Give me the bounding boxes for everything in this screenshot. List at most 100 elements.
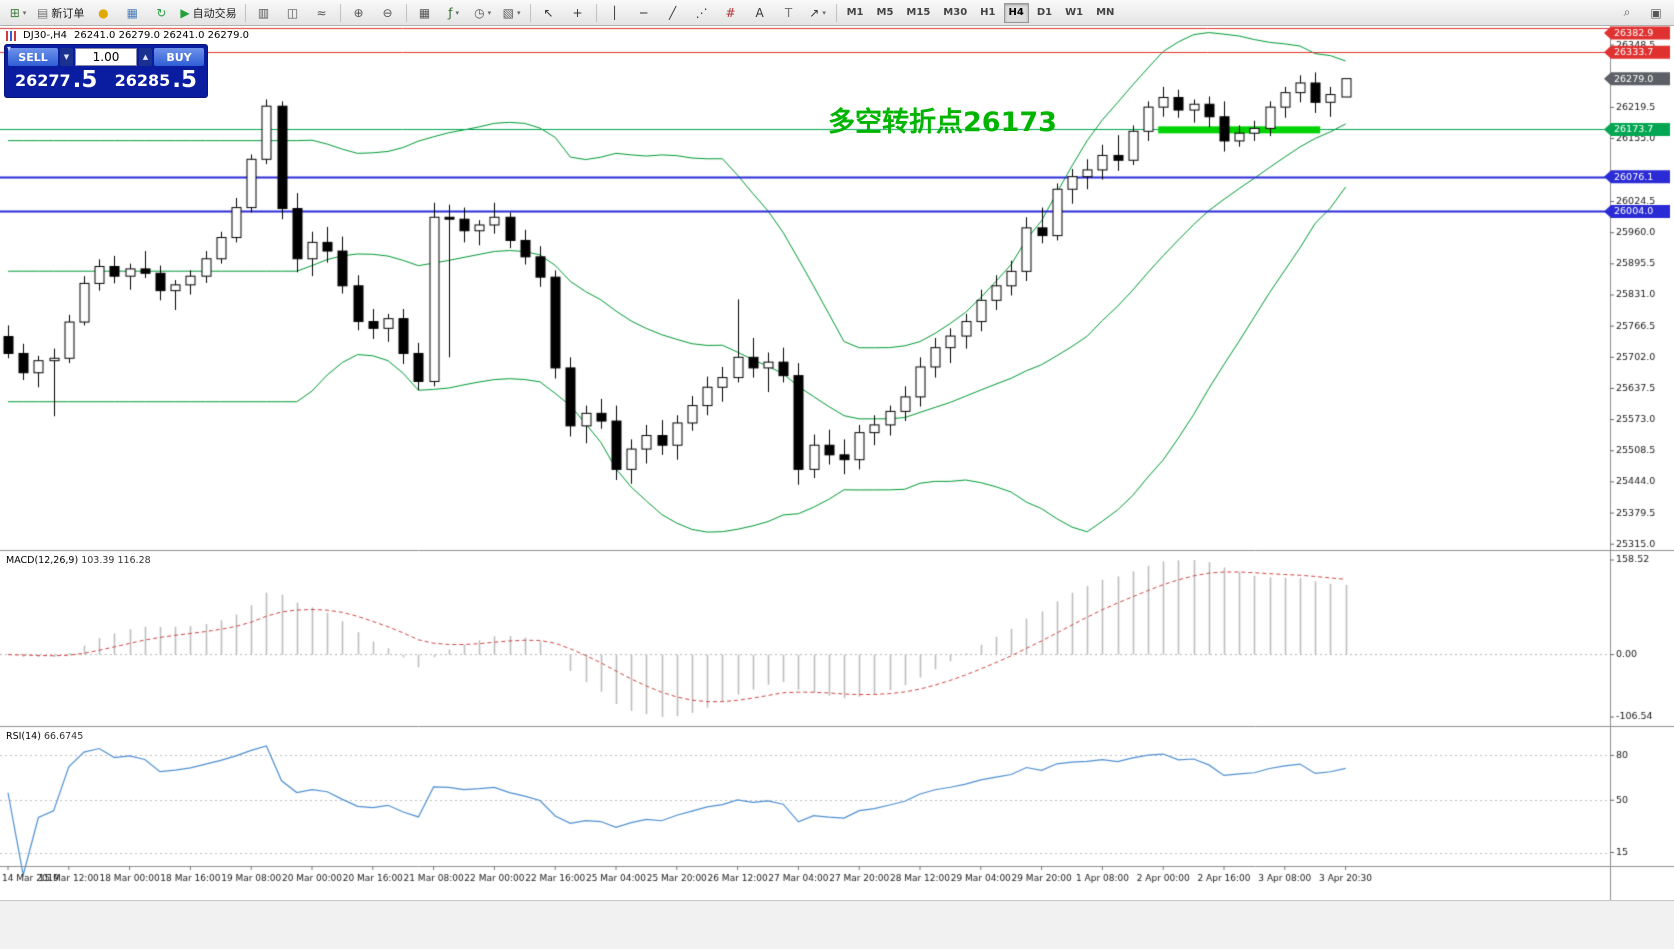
arrows-button[interactable]: ↗ ▾ bbox=[804, 2, 832, 24]
crosshair-icon: + bbox=[572, 5, 583, 20]
chevron-down-icon: ▾ bbox=[516, 8, 521, 17]
horizontal-line-button[interactable]: ─ bbox=[630, 2, 658, 24]
toolbar-separator bbox=[529, 3, 531, 22]
channel-button[interactable]: ⋰ bbox=[688, 2, 716, 24]
trendline-icon: ╱ bbox=[668, 5, 677, 20]
chevron-down-icon: ▾ bbox=[455, 8, 459, 17]
cursor-button[interactable]: ↖ bbox=[535, 2, 563, 24]
ohlc-info-line: DJ30-,H4 26241.0 26279.0 26241.0 26279.0 bbox=[6, 30, 249, 41]
volume-up-button[interactable]: ▲ bbox=[139, 48, 152, 66]
macd-label: MACD(12,26,9) 103.39 116.28 bbox=[6, 555, 151, 566]
zoom-in-button[interactable]: ⊕ bbox=[345, 2, 373, 24]
volume-down-button[interactable]: ▼ bbox=[60, 48, 73, 66]
toolbar-separator bbox=[244, 3, 246, 22]
tf-mn-button[interactable]: MN bbox=[1091, 3, 1119, 23]
chevron-down-icon: ▾ bbox=[22, 8, 27, 17]
strategy-tester-icon[interactable]: ↻ bbox=[147, 2, 175, 24]
fibonacci-icon: # bbox=[725, 5, 736, 20]
zoom-out-button[interactable]: ⊖ bbox=[374, 2, 402, 24]
tf-d1-button-label: D1 bbox=[1036, 7, 1053, 18]
tf-w1-button[interactable]: W1 bbox=[1060, 3, 1088, 23]
tf-h1-button[interactable]: H1 bbox=[975, 3, 1000, 23]
trendline-button[interactable]: ╱ bbox=[659, 2, 687, 24]
one-click-trading-panel: ▾ SELL ▼ ▲ BUY 26277.5 26285.5 bbox=[4, 44, 208, 98]
sell-button[interactable]: SELL bbox=[8, 48, 58, 66]
rsi-label: RSI(14) 66.6745 bbox=[6, 731, 83, 742]
vertical-line-icon: │ bbox=[610, 5, 619, 20]
label-button[interactable]: T bbox=[775, 2, 803, 24]
label-icon: T bbox=[784, 5, 793, 20]
search-button[interactable]: ⌕ bbox=[1613, 2, 1641, 24]
tf-m1-button[interactable]: M1 bbox=[842, 3, 869, 23]
toolbar-separator bbox=[405, 3, 407, 22]
buy-price-main: 26285 bbox=[114, 71, 171, 90]
vertical-line-button[interactable]: │ bbox=[601, 2, 629, 24]
search-icon: ⌕ bbox=[1623, 5, 1631, 19]
pivot-annotation: 多空转折点26173 bbox=[828, 107, 1057, 138]
layouts-button[interactable]: ▣ bbox=[1642, 2, 1670, 24]
strategy-tester-icon-icon: ↻ bbox=[156, 5, 167, 20]
symbol-icon bbox=[6, 30, 16, 41]
tf-d1-button[interactable]: D1 bbox=[1032, 3, 1057, 23]
autotrading-button-label: 自动交易 bbox=[192, 6, 237, 20]
templates-icon: ▧ bbox=[502, 5, 514, 20]
periods-button[interactable]: ◷ ▾ bbox=[469, 2, 497, 24]
buy-price[interactable]: 26285.5 bbox=[114, 69, 197, 92]
indicators-icon: ƒ bbox=[448, 5, 453, 20]
candlestick-button[interactable]: ◫ bbox=[279, 2, 307, 24]
rsi-value: 66.6745 bbox=[43, 731, 84, 742]
buy-button[interactable]: BUY bbox=[154, 48, 204, 66]
line-chart-icon: ≈ bbox=[316, 5, 327, 20]
new-order-button[interactable]: ▤ 新订单 bbox=[33, 2, 88, 24]
zoom-out-icon: ⊖ bbox=[382, 5, 393, 20]
sell-price[interactable]: 26277.5 bbox=[15, 69, 97, 92]
bar-chart-icon: ▥ bbox=[257, 5, 270, 20]
tf-mn-button-label: MN bbox=[1096, 7, 1115, 18]
line-chart-button[interactable]: ≈ bbox=[308, 2, 336, 24]
toolbar: ⊞ ▾ ▤ 新订单 ● ▦ ↻ ▶ 自动交易 ▥ ◫ ≈ ⊕ ⊖ ▦ ƒ ▾ ◷ ▾ ▧ ▾ ↖ + │ ─ ╱ ⋰ # A T ↗ ▾ M1 M… bbox=[0, 0, 1674, 26]
tf-m5-button[interactable]: M5 bbox=[872, 3, 899, 23]
fibonacci-button[interactable]: # bbox=[717, 2, 745, 24]
horizontal-line-icon: ─ bbox=[639, 5, 648, 20]
chart-window: DJ30-,H4 26241.0 26279.0 26241.0 26279.0… bbox=[0, 26, 1674, 900]
tf-m5-button-label: M5 bbox=[876, 7, 894, 18]
macd-name: MACD(12,26,9) bbox=[6, 555, 79, 566]
tf-m30-button[interactable]: M30 bbox=[938, 3, 972, 23]
symbol-period-label: DJ30-,H4 bbox=[23, 30, 68, 41]
tile-windows-button[interactable]: ▦ bbox=[411, 2, 439, 24]
tf-m30-button-label: M30 bbox=[943, 7, 968, 18]
new-order-button-label: 新订单 bbox=[51, 6, 85, 20]
chart-area[interactable] bbox=[0, 26, 1674, 900]
one-click-collapse-icon[interactable]: ▾ bbox=[7, 44, 12, 53]
candlestick-icon: ◫ bbox=[286, 5, 299, 20]
new-chart-button[interactable]: ⊞ ▾ bbox=[4, 2, 32, 24]
chevron-down-icon: ▾ bbox=[822, 8, 826, 17]
tf-m15-button[interactable]: M15 bbox=[901, 3, 935, 23]
crosshair-button[interactable]: + bbox=[564, 2, 592, 24]
autotrading-button[interactable]: ▶ 自动交易 bbox=[176, 2, 240, 24]
new-chart-icon: ⊞ bbox=[9, 5, 20, 20]
text-button[interactable]: A bbox=[746, 2, 774, 24]
arrows-icon: ↗ bbox=[809, 5, 820, 20]
ohlc-values: 26241.0 26279.0 26241.0 26279.0 bbox=[74, 30, 249, 41]
metaeditor-icon-icon: ● bbox=[98, 5, 109, 20]
terminal-icon[interactable]: ▦ bbox=[118, 2, 146, 24]
tf-h1-button-label: H1 bbox=[980, 7, 996, 18]
volume-input[interactable] bbox=[75, 48, 137, 66]
indicators-button[interactable]: ƒ ▾ bbox=[440, 2, 468, 24]
tf-h4-button[interactable]: H4 bbox=[1003, 2, 1029, 23]
autotrading-icon: ▶ bbox=[180, 5, 190, 20]
terminal-icon-icon: ▦ bbox=[126, 5, 139, 20]
chevron-down-icon: ▾ bbox=[487, 8, 492, 17]
toolbar-separator bbox=[835, 3, 837, 22]
tf-w1-button-label: W1 bbox=[1065, 7, 1084, 18]
tf-m1-button-label: M1 bbox=[846, 7, 864, 18]
toolbar-separator bbox=[339, 3, 341, 22]
bar-chart-button[interactable]: ▥ bbox=[250, 2, 278, 24]
cursor-icon: ↖ bbox=[543, 5, 554, 20]
tf-m15-button-label: M15 bbox=[906, 7, 931, 18]
templates-button[interactable]: ▧ ▾ bbox=[498, 2, 526, 24]
status-strip bbox=[0, 900, 1674, 949]
channel-icon: ⋰ bbox=[695, 5, 708, 20]
metaeditor-icon[interactable]: ● bbox=[89, 2, 117, 24]
